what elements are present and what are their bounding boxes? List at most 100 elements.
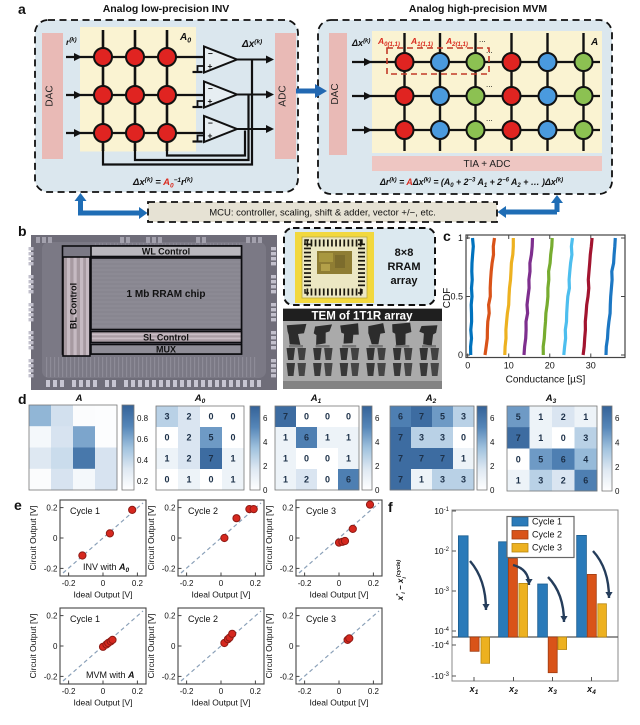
svg-text:Analog low-precision INV: Analog low-precision INV (103, 3, 230, 15)
svg-text:0.2: 0.2 (250, 579, 262, 588)
svg-text:5: 5 (208, 433, 213, 443)
svg-text:6: 6 (561, 454, 566, 464)
svg-text:10-3: 10-3 (434, 586, 449, 596)
svg-text:0.2: 0.2 (46, 504, 58, 513)
svg-text:0: 0 (325, 412, 330, 422)
svg-text:3: 3 (461, 412, 466, 422)
svg-text:0.5: 0.5 (450, 292, 463, 302)
svg-text:CDF: CDF (442, 288, 453, 309)
svg-text:x2: x2 (508, 684, 518, 696)
svg-text:1: 1 (283, 475, 288, 485)
svg-text:6: 6 (375, 414, 380, 423)
svg-text:4: 4 (375, 438, 380, 447)
svg-text:3: 3 (583, 433, 588, 443)
svg-text:7: 7 (398, 475, 403, 485)
svg-text:1: 1 (538, 412, 543, 422)
svg-text:0: 0 (230, 412, 235, 422)
svg-text:x1: x1 (469, 684, 479, 696)
svg-text:d: d (18, 391, 27, 407)
svg-text:1: 1 (164, 454, 169, 464)
svg-text:Ideal Output [V]: Ideal Output [V] (73, 590, 132, 600)
svg-text:0.2: 0.2 (137, 477, 149, 486)
svg-text:Ideal Output [V]: Ideal Output [V] (191, 698, 250, 708)
svg-text:0.2: 0.2 (132, 579, 144, 588)
svg-text:Analog high-precision MVM: Analog high-precision MVM (409, 3, 548, 15)
svg-text:e: e (14, 497, 22, 513)
svg-text:1: 1 (325, 433, 330, 443)
svg-text:1: 1 (461, 454, 466, 464)
svg-text:6: 6 (304, 433, 309, 443)
svg-text:Cycle 2: Cycle 2 (532, 530, 562, 540)
svg-text:-0.2: -0.2 (162, 672, 176, 681)
svg-text:Ideal Output [V]: Ideal Output [V] (73, 698, 132, 708)
svg-text:0.2: 0.2 (250, 687, 262, 696)
svg-text:0: 0 (164, 475, 169, 485)
svg-text:-0.2: -0.2 (298, 579, 312, 588)
svg-text:1: 1 (283, 433, 288, 443)
svg-text:0: 0 (346, 412, 351, 422)
svg-text:1: 1 (346, 454, 351, 464)
svg-text:0: 0 (208, 475, 213, 485)
svg-text:0: 0 (304, 454, 309, 464)
svg-text:...: ... (486, 114, 493, 123)
svg-text:-10-4: -10-4 (431, 640, 449, 650)
svg-text:A0: A0 (194, 393, 206, 405)
svg-text:+: + (208, 131, 213, 141)
svg-text:INV with A0: INV with A0 (83, 562, 130, 574)
svg-text:5: 5 (516, 412, 521, 422)
svg-text:5: 5 (538, 454, 543, 464)
svg-text:1: 1 (538, 433, 543, 443)
svg-text:7: 7 (419, 454, 424, 464)
svg-text:10: 10 (504, 361, 514, 371)
svg-text:DAC: DAC (330, 83, 341, 104)
svg-text:...: ... (486, 80, 493, 89)
svg-text:0.2: 0.2 (132, 687, 144, 696)
svg-text:−: − (208, 84, 213, 94)
svg-text:Conductance [µS]: Conductance [µS] (506, 375, 586, 386)
svg-text:2: 2 (561, 476, 566, 486)
svg-text:2: 2 (263, 462, 268, 471)
svg-text:A: A (590, 37, 598, 48)
svg-text:Δx(k): Δx(k) (241, 39, 262, 51)
svg-text:-0.2: -0.2 (44, 672, 58, 681)
svg-text:7: 7 (516, 433, 521, 443)
svg-text:1: 1 (516, 476, 521, 486)
svg-text:0.8: 0.8 (137, 414, 149, 423)
svg-text:4: 4 (615, 439, 620, 448)
svg-text:6: 6 (490, 414, 495, 423)
svg-text:0: 0 (561, 433, 566, 443)
svg-text:Circuit Output [V]: Circuit Output [V] (264, 614, 274, 679)
svg-text:Ideal Output [V]: Ideal Output [V] (309, 698, 368, 708)
svg-text:7: 7 (440, 454, 445, 464)
svg-text:6: 6 (346, 475, 351, 485)
svg-text:A2: A2 (425, 393, 437, 405)
svg-text:1: 1 (346, 433, 351, 443)
svg-text:0.4: 0.4 (137, 456, 149, 465)
svg-text:-0.2: -0.2 (62, 579, 76, 588)
svg-text:2: 2 (304, 475, 309, 485)
svg-text:-0.2: -0.2 (44, 564, 58, 573)
svg-text:7: 7 (208, 454, 213, 464)
svg-text:+: + (208, 61, 213, 71)
svg-text:-0.2: -0.2 (62, 687, 76, 696)
svg-text:3: 3 (440, 475, 445, 485)
svg-text:0: 0 (490, 486, 495, 495)
svg-text:Ideal Output [V]: Ideal Output [V] (309, 590, 368, 600)
svg-text:1 Mb RRAM chip: 1 Mb RRAM chip (127, 289, 206, 300)
svg-text:10-4: 10-4 (434, 626, 449, 636)
svg-text:Cycle 2: Cycle 2 (188, 614, 218, 624)
svg-text:3: 3 (440, 433, 445, 443)
svg-text:6: 6 (615, 414, 620, 423)
svg-text:0: 0 (171, 534, 176, 543)
svg-text:4: 4 (583, 454, 588, 464)
svg-text:Cycle 1: Cycle 1 (532, 517, 562, 527)
svg-text:b: b (18, 223, 27, 239)
svg-text:0.6: 0.6 (137, 435, 149, 444)
svg-text:0: 0 (289, 642, 294, 651)
svg-text:2: 2 (615, 463, 620, 472)
svg-text:Cycle 3: Cycle 3 (306, 614, 336, 624)
svg-text:0.2: 0.2 (164, 612, 176, 621)
svg-text:0.2: 0.2 (46, 612, 58, 621)
svg-text:0.2: 0.2 (164, 504, 176, 513)
svg-text:4: 4 (263, 438, 268, 447)
